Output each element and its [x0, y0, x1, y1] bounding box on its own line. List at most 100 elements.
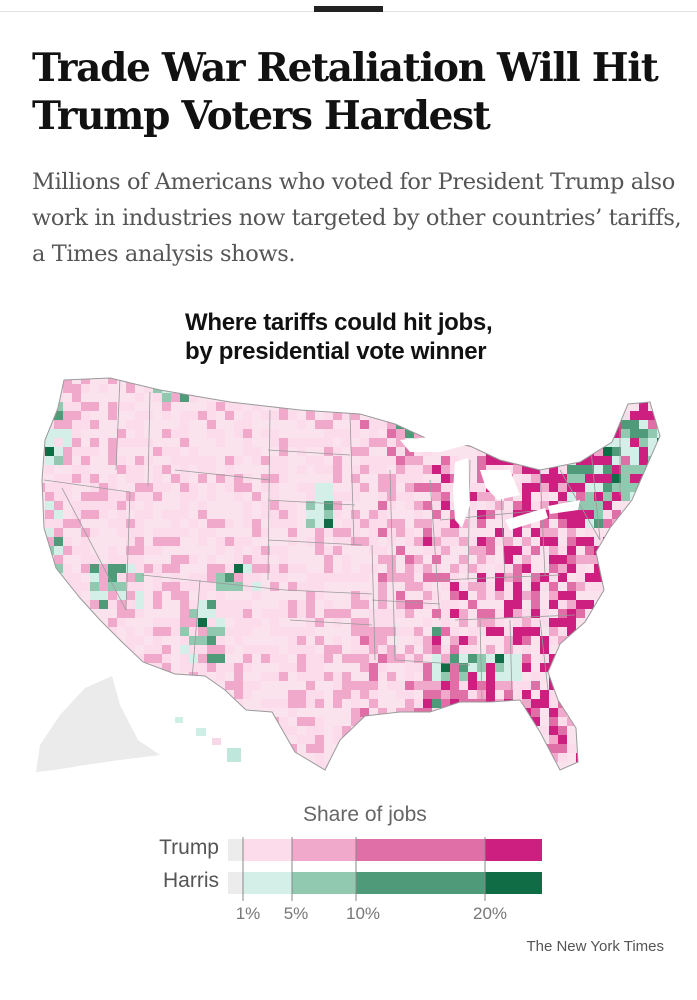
county-cell — [612, 555, 621, 564]
county-cell — [306, 654, 315, 663]
county-cell — [126, 474, 135, 483]
county-cell — [621, 654, 630, 663]
county-cell — [378, 474, 387, 483]
county-cell — [243, 378, 252, 384]
county-cell — [621, 429, 630, 438]
county-cell — [621, 465, 630, 474]
county-cell — [603, 753, 612, 762]
county-cell — [81, 618, 90, 627]
county-cell — [63, 600, 72, 609]
county-cell — [315, 591, 324, 600]
county-cell — [594, 663, 603, 672]
county-cell — [603, 681, 612, 690]
legend-tick-10: 10% — [345, 904, 381, 923]
county-cell — [405, 681, 414, 690]
county-cell — [189, 645, 198, 654]
county-cell — [450, 420, 459, 429]
county-cell — [207, 699, 216, 708]
county-cell — [630, 762, 639, 770]
county-cell — [270, 474, 279, 483]
county-cell — [162, 528, 171, 537]
county-cell — [342, 384, 351, 393]
county-cell — [585, 429, 594, 438]
county-cell — [351, 519, 360, 528]
county-cell — [558, 564, 567, 573]
county-cell — [72, 681, 81, 690]
county-cell — [198, 618, 207, 627]
county-cell — [252, 645, 261, 654]
county-cell — [351, 690, 360, 699]
county-cell — [540, 582, 549, 591]
county-cell — [558, 393, 567, 402]
county-cell — [171, 735, 180, 744]
county-cell — [198, 411, 207, 420]
county-cell — [180, 663, 189, 672]
county-cell — [531, 438, 540, 447]
county-cell — [360, 420, 369, 429]
county-cell — [315, 402, 324, 411]
county-cell — [180, 582, 189, 591]
county-cell — [567, 384, 576, 393]
county-cell — [261, 726, 270, 735]
county-cell — [63, 636, 72, 645]
county-cell — [549, 699, 558, 708]
county-cell — [315, 483, 324, 492]
county-cell — [108, 438, 117, 447]
county-cell — [270, 609, 279, 618]
county-cell — [234, 378, 243, 384]
county-cell — [216, 573, 225, 582]
county-cell — [99, 771, 108, 780]
county-cell — [81, 501, 90, 510]
county-cell — [234, 456, 243, 465]
county-cell — [630, 717, 639, 726]
county-cell — [513, 636, 522, 645]
county-cell — [378, 438, 387, 447]
county-cell — [108, 546, 117, 555]
county-cell — [90, 627, 99, 636]
county-cell — [369, 618, 378, 627]
county-cell — [387, 483, 396, 492]
county-cell — [54, 483, 63, 492]
county-cell — [603, 384, 612, 393]
county-cell — [279, 771, 288, 780]
county-cell — [513, 564, 522, 573]
county-cell — [270, 573, 279, 582]
county-cell — [396, 609, 405, 618]
county-cell — [72, 636, 81, 645]
county-cell — [369, 636, 378, 645]
county-cell — [405, 492, 414, 501]
county-cell — [189, 582, 198, 591]
county-cell — [42, 699, 45, 708]
county-cell — [369, 528, 378, 537]
county-cell — [630, 438, 639, 447]
county-cell — [180, 438, 189, 447]
county-cell — [162, 537, 171, 546]
county-cell — [279, 501, 288, 510]
county-cell — [387, 573, 396, 582]
county-cell — [297, 420, 306, 429]
county-cell — [225, 384, 234, 393]
county-cell — [522, 393, 531, 402]
county-cell — [594, 564, 603, 573]
county-cell — [450, 681, 459, 690]
county-cell — [459, 771, 468, 780]
county-cell — [504, 753, 513, 762]
county-cell — [477, 438, 486, 447]
county-cell — [405, 474, 414, 483]
county-cell — [153, 393, 162, 402]
county-cell — [504, 672, 513, 681]
county-cell — [657, 735, 660, 744]
county-cell — [333, 735, 342, 744]
county-cell — [72, 447, 81, 456]
county-cell — [531, 591, 540, 600]
county-cell — [207, 429, 216, 438]
county-cell — [99, 654, 108, 663]
county-cell — [522, 609, 531, 618]
county-cell — [504, 555, 513, 564]
county-cell — [594, 537, 603, 546]
county-cell — [252, 753, 261, 762]
county-cell — [621, 762, 630, 770]
county-cell — [522, 492, 531, 501]
county-cell — [639, 384, 648, 393]
county-cell — [270, 492, 279, 501]
